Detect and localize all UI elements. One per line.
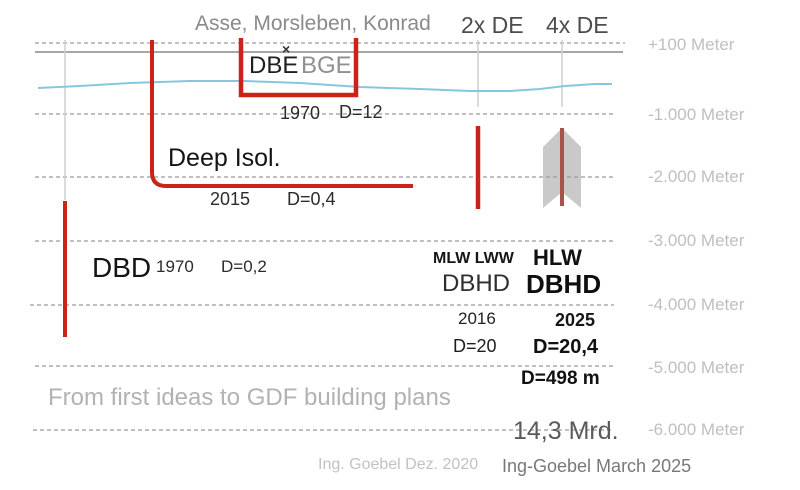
dbe-label: DBE	[249, 52, 299, 79]
deep-isolation-year: 2015	[210, 189, 251, 209]
dbhd-2025-label: DBHD	[526, 269, 602, 299]
column-label-4x-de: 4x DE	[546, 12, 609, 38]
cost-label: 14,3 Mrd.	[513, 417, 619, 445]
dbhd-2016-diameter: D=20	[453, 336, 497, 356]
dbe-year: 1970	[280, 103, 321, 123]
depth-label-minus-6000: -6.000 Meter	[648, 420, 745, 439]
dbhd-depth-value: D=498 m	[521, 368, 600, 389]
depth-label-minus-1000: -1.000 Meter	[648, 105, 745, 124]
hlw-label: HLW	[533, 245, 582, 270]
depth-label-minus-4000: -4.000 Meter	[648, 295, 745, 314]
bge-label: BGE	[301, 52, 352, 79]
credit-dez-2020: Ing. Goebel Dez. 2020	[318, 456, 479, 473]
deep-isolation-depth-line	[150, 40, 413, 188]
dbe-diameter: D=12	[339, 102, 383, 122]
close-x-mark: ×	[282, 41, 291, 57]
slide-title: Asse, Morsleben, Konrad	[195, 12, 431, 35]
dbhd-2016-label: DBHD	[442, 270, 511, 297]
depth-label-plus-100: +100 Meter	[648, 35, 735, 54]
dbd-diameter: D=0,2	[221, 257, 267, 276]
gdf-caption: From first ideas to GDF building plans	[48, 384, 451, 411]
dbhd-2025-year: 2025	[555, 310, 596, 330]
mlw-lww-label: MLW LWW	[433, 250, 514, 267]
dbd-year: 1970	[156, 257, 194, 276]
deep-isolation-diameter: D=0,4	[287, 189, 336, 209]
dbd-label: DBD	[92, 252, 152, 283]
dbhd-2016-year: 2016	[458, 309, 496, 328]
terrain-line	[37, 80, 612, 92]
dbhd-2025-diameter: D=20,4	[533, 336, 599, 358]
column-label-2x-de: 2x DE	[461, 12, 524, 38]
dbe-depth-bracket	[238, 38, 359, 98]
depth-label-minus-2000: -2.000 Meter	[648, 167, 745, 186]
depth-label-minus-5000: -5.000 Meter	[648, 358, 745, 377]
depth-label-minus-3000: -3.000 Meter	[648, 231, 745, 250]
credit-march-2025: Ing-Goebel March 2025	[502, 456, 692, 476]
deep-isolation-label: Deep Isol.	[168, 144, 281, 172]
